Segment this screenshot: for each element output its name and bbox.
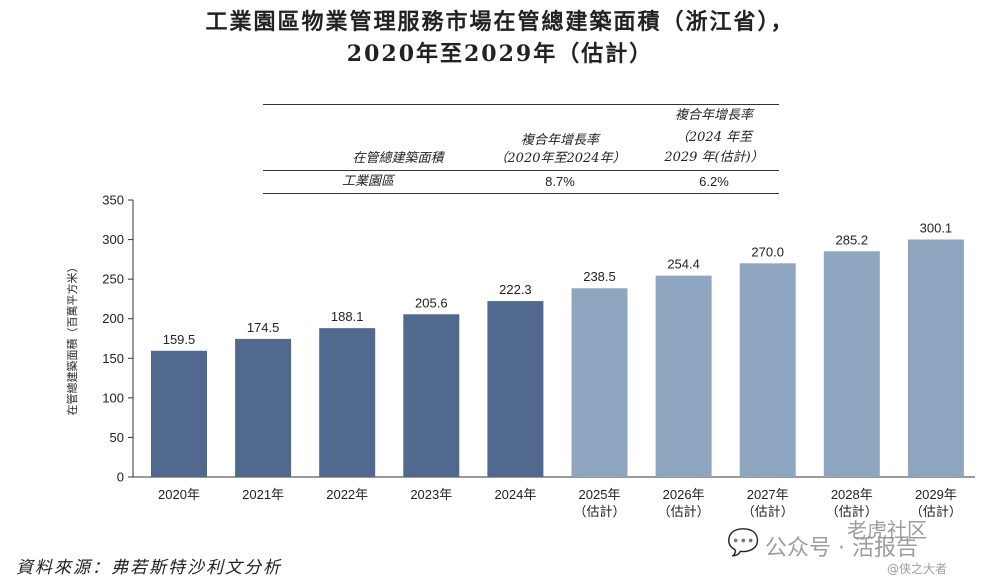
bar-value-label: 188.1 xyxy=(331,309,364,324)
bar-value-label: 159.5 xyxy=(163,332,196,347)
bar-value-label: 238.5 xyxy=(583,269,616,284)
bar-1 xyxy=(235,338,292,477)
bar-3 xyxy=(403,314,460,477)
bar-9 xyxy=(907,239,964,477)
cagr-row-label: 工業園區 xyxy=(341,174,394,189)
bar-value-label: 270.0 xyxy=(751,244,784,259)
bar-0 xyxy=(151,350,207,477)
x-tick-label: 2022年 xyxy=(326,487,368,502)
y-tick-label: 350 xyxy=(102,193,124,208)
watermark-line2: @侠之大者 xyxy=(887,562,948,576)
cagr-value-2020-2024: 8.7% xyxy=(545,174,575,189)
y-tick-label: 200 xyxy=(102,311,124,326)
chart-title-line2: 2020年至2029年（估計） xyxy=(346,41,654,67)
x-tick-label: 2026年 xyxy=(663,487,705,502)
bar-6 xyxy=(655,275,712,477)
bar-7 xyxy=(739,263,796,477)
bar-value-label: 174.5 xyxy=(247,320,280,335)
y-tick-label: 50 xyxy=(110,430,124,445)
bar-8 xyxy=(823,251,880,477)
table-bottom-rule xyxy=(263,193,779,194)
cagr-header-2020-2024-line1: 複合年增長率 xyxy=(520,133,599,148)
y-tick-label: 250 xyxy=(102,272,124,287)
x-tick-label: 2028年 xyxy=(831,487,873,502)
watermark-line1: 公众号 · 活报告 xyxy=(765,536,918,561)
cagr-header-2024-2029-line1: 複合年增長率 xyxy=(674,108,753,123)
y-tick-label: 300 xyxy=(102,232,124,247)
table-top-rule xyxy=(263,104,779,105)
x-tick-label: （估計） xyxy=(658,504,710,519)
x-tick-label: 2025年 xyxy=(579,487,621,502)
bar-value-label: 300.1 xyxy=(920,220,953,235)
x-tick-label: （估計） xyxy=(742,504,794,519)
cagr-header-2024-2029-line3: 2029 年(估計)） xyxy=(664,150,764,165)
y-tick-label: 100 xyxy=(102,390,124,405)
bar-value-label: 222.3 xyxy=(499,282,532,297)
y-axis-title: 在管總建築面積（百萬平方米） xyxy=(65,262,79,416)
x-tick-label: 2029年 xyxy=(915,487,957,502)
x-tick-label: 2024年 xyxy=(494,487,536,502)
chart-labels: 159.5 2020年 174.5 2021年 188.1 2022年 205.6 2023年… xyxy=(158,220,962,519)
watermark: 💬 公众号 · 活报告 老虎社区 @侠之大者 xyxy=(727,514,993,578)
x-tick-label: （估計） xyxy=(573,504,625,519)
bar-5 xyxy=(571,288,628,477)
x-tick-label: （估計） xyxy=(826,504,878,519)
bar-value-label: 285.2 xyxy=(836,232,869,247)
wechat-icon: 💬 xyxy=(727,528,760,558)
x-tick-label: （估計） xyxy=(910,504,962,519)
bar-2 xyxy=(319,328,376,477)
bar-4 xyxy=(487,301,544,477)
chart-bars xyxy=(151,239,964,477)
watermark-tag: 老虎社区 xyxy=(847,518,927,542)
source-note: 資料來源：弗若斯特沙利文分析 xyxy=(16,558,282,578)
table-mid-rule xyxy=(263,170,779,171)
cagr-header-2020-2024-line2: （2020年至2024年） xyxy=(494,151,626,166)
y-tick-label: 150 xyxy=(102,351,124,366)
x-tick-label: 2023年 xyxy=(410,487,452,502)
bar-value-label: 254.4 xyxy=(667,257,700,272)
cagr-value-2024-2029: 6.2% xyxy=(699,174,729,189)
cagr-header-area: 在管總建築面積 xyxy=(352,151,444,166)
chart-title-line1: 工業園區物業管理服務市場在管總建築面積（浙江省）， xyxy=(205,9,795,35)
cagr-header-2024-2029-line2: （2024 年至 xyxy=(675,130,753,145)
x-tick-label: 2020年 xyxy=(158,487,200,502)
bar-value-label: 205.6 xyxy=(415,295,448,310)
y-tick-label: 0 xyxy=(117,470,124,485)
x-tick-label: 2027年 xyxy=(747,487,789,502)
x-tick-label: 2021年 xyxy=(242,487,284,502)
